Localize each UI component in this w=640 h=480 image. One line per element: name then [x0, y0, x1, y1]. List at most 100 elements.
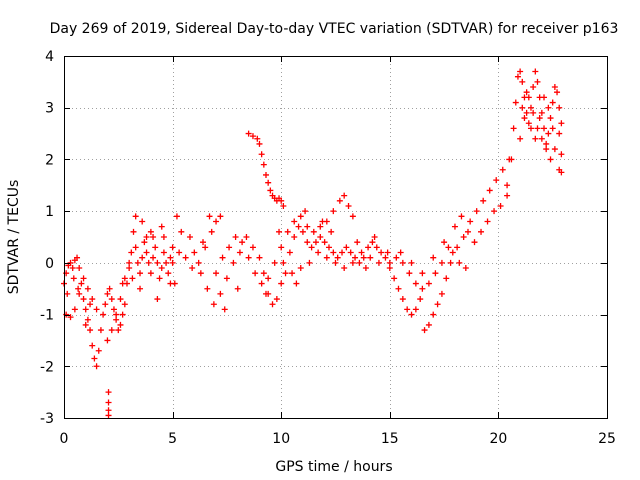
data-point: [230, 259, 237, 266]
data-point: [97, 327, 104, 334]
x-tick-label: 20: [489, 431, 507, 447]
data-point: [169, 259, 176, 266]
data-point: [219, 254, 226, 261]
data-point: [527, 125, 534, 132]
data-point: [102, 301, 109, 308]
data-point: [551, 146, 558, 153]
data-point: [447, 259, 454, 266]
data-point: [278, 197, 285, 204]
data-point: [147, 270, 154, 277]
data-point: [438, 290, 445, 297]
data-point: [384, 249, 391, 256]
data-point: [262, 290, 269, 297]
data-point: [521, 115, 528, 122]
data-point: [128, 249, 135, 256]
data-point: [395, 285, 402, 292]
data-point: [69, 265, 76, 272]
data-point: [430, 254, 437, 261]
data-point: [349, 259, 356, 266]
data-point: [75, 285, 82, 292]
data-point: [284, 228, 291, 235]
data-point: [484, 218, 491, 225]
data-point: [291, 234, 298, 240]
data-point: [434, 301, 441, 308]
data-point: [523, 89, 530, 96]
data-point: [419, 270, 426, 277]
y-tick-label: -1: [40, 308, 54, 324]
data-point: [119, 311, 126, 318]
data-point: [547, 156, 554, 163]
data-point: [549, 125, 556, 132]
x-tick-label: 5: [168, 431, 177, 447]
data-point: [297, 265, 304, 272]
data-point: [197, 270, 204, 277]
data-point: [113, 316, 120, 323]
plot-frame: [64, 56, 608, 419]
data-point: [510, 125, 517, 132]
data-point: [137, 270, 144, 277]
data-point: [325, 244, 332, 251]
data-point: [317, 234, 324, 240]
data-point: [315, 249, 322, 256]
data-point: [458, 213, 465, 220]
data-point: [104, 290, 111, 297]
data-point: [312, 239, 319, 246]
data-point: [464, 228, 471, 235]
data-point: [104, 337, 111, 344]
data-point: [306, 259, 313, 266]
data-point: [460, 234, 467, 240]
data-point: [547, 115, 554, 122]
data-point: [206, 213, 213, 220]
data-point: [536, 115, 543, 122]
data-point: [71, 306, 78, 313]
data-point: [304, 239, 311, 246]
data-point: [341, 192, 348, 199]
y-tick-label: 4: [45, 49, 54, 65]
data-point: [319, 218, 326, 225]
data-point: [80, 296, 87, 303]
data-point: [293, 280, 300, 287]
data-point: [406, 270, 413, 277]
data-point: [432, 270, 439, 277]
data-point: [527, 104, 534, 111]
y-axis-label: SDTVAR / TECUs: [6, 180, 22, 295]
data-point: [93, 306, 100, 313]
data-point: [473, 208, 480, 215]
data-point: [258, 151, 265, 158]
data-point: [343, 244, 350, 251]
data-point: [332, 259, 339, 266]
data-point: [160, 234, 167, 240]
data-point: [156, 275, 163, 282]
data-point: [119, 280, 126, 287]
data-point: [217, 290, 224, 297]
data-point: [82, 321, 89, 328]
x-axis-label: GPS time / hours: [275, 459, 392, 475]
data-point: [391, 275, 398, 282]
data-point: [117, 296, 124, 303]
data-point: [373, 244, 380, 251]
y-tick-label: 2: [45, 152, 54, 168]
data-point: [258, 280, 265, 287]
data-point: [349, 213, 356, 220]
data-point: [269, 301, 276, 308]
data-point: [480, 197, 487, 204]
data-point: [347, 249, 354, 256]
x-tick-label: 0: [60, 431, 69, 447]
data-point: [256, 254, 263, 261]
y-tick-labels: -3 -2 -1 0 1 2 3 4: [40, 49, 54, 427]
data-point: [121, 275, 128, 282]
data-point: [517, 135, 524, 142]
data-point: [154, 259, 161, 266]
data-point: [291, 218, 298, 225]
data-point: [558, 169, 565, 176]
y-tick-label: 0: [45, 256, 54, 272]
data-point: [126, 265, 133, 272]
data-point: [408, 311, 415, 318]
data-point: [425, 280, 432, 287]
data-point: [105, 399, 112, 406]
data-point: [430, 311, 437, 318]
data-point: [554, 89, 561, 96]
data-point: [139, 254, 146, 261]
data-point: [143, 234, 150, 240]
data-point: [252, 270, 259, 277]
